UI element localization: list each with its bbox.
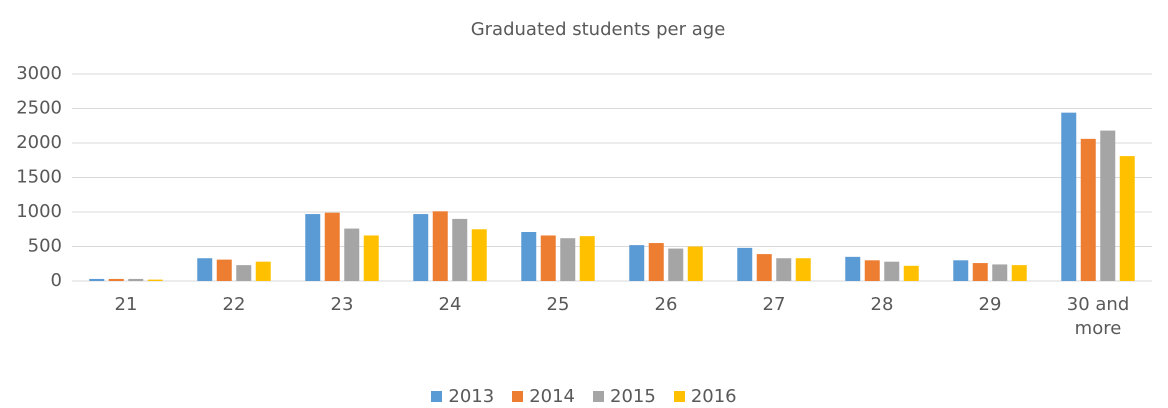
x-tick-label: 29 xyxy=(978,294,1002,315)
bar xyxy=(147,279,163,281)
bar xyxy=(903,265,919,281)
bar xyxy=(128,278,144,281)
bar xyxy=(737,247,753,281)
legend-item: 2016 xyxy=(673,386,737,407)
legend-item: 2014 xyxy=(512,386,575,407)
legend-label: 2014 xyxy=(529,386,575,407)
bar xyxy=(953,260,969,281)
bar xyxy=(413,214,429,281)
bar xyxy=(521,232,537,281)
bar xyxy=(560,238,576,281)
bar xyxy=(1011,265,1027,281)
bar xyxy=(1080,138,1096,281)
bar xyxy=(236,265,252,281)
legend: 2013 2014 2015 2016 xyxy=(0,386,1168,407)
bar xyxy=(1061,112,1077,281)
x-tick-label: 22 xyxy=(222,294,246,315)
x-tick-label: 30 and more xyxy=(1066,294,1130,339)
bar xyxy=(648,243,664,281)
legend-swatch xyxy=(673,391,685,402)
y-tick-label: 2000 xyxy=(16,132,62,153)
bar xyxy=(197,258,213,281)
bar xyxy=(972,263,988,281)
chart-title: Graduated students per age xyxy=(471,19,726,40)
bar xyxy=(471,229,487,281)
bar xyxy=(668,248,684,281)
legend-item: 2013 xyxy=(431,386,494,407)
legend-item: 2015 xyxy=(593,386,656,407)
bar xyxy=(992,264,1008,281)
y-tick-label: 3000 xyxy=(16,63,62,84)
bar xyxy=(629,245,645,281)
bar xyxy=(344,228,360,281)
bar xyxy=(579,236,595,281)
legend-label: 2013 xyxy=(448,386,495,407)
x-tick-label: 25 xyxy=(546,294,570,315)
legend-label: 2016 xyxy=(690,386,737,407)
bar xyxy=(756,254,772,281)
bar xyxy=(216,259,232,281)
legend-swatch xyxy=(593,391,604,402)
legend-label: 2015 xyxy=(610,386,656,407)
x-tick-label: 26 xyxy=(654,294,678,315)
bar xyxy=(89,278,105,281)
bar xyxy=(540,235,556,281)
y-tick-label: 500 xyxy=(28,236,62,257)
x-tick-label: 28 xyxy=(870,294,894,315)
bar xyxy=(108,278,124,281)
bar xyxy=(687,246,703,281)
x-tick-label: 27 xyxy=(762,294,786,315)
bar xyxy=(324,212,340,281)
bar xyxy=(795,258,811,281)
bar xyxy=(845,256,861,281)
bar xyxy=(1100,130,1116,281)
bar xyxy=(452,218,468,281)
bar xyxy=(255,261,271,281)
x-tick-label: 21 xyxy=(114,294,138,315)
legend-swatch xyxy=(512,391,524,402)
y-tick-label: 0 xyxy=(51,270,62,291)
bar xyxy=(776,258,792,281)
bar xyxy=(864,260,880,281)
y-tick-label: 2500 xyxy=(16,98,62,119)
x-tick-label: 24 xyxy=(438,294,462,315)
bar xyxy=(884,261,900,281)
bar xyxy=(305,214,321,281)
bar xyxy=(432,211,448,281)
y-tick-label: 1500 xyxy=(16,167,62,188)
x-tick-label: 23 xyxy=(330,294,354,315)
legend-swatch xyxy=(431,391,443,402)
bar xyxy=(363,235,379,281)
bar xyxy=(1119,156,1135,281)
y-tick-label: 1000 xyxy=(16,201,62,222)
